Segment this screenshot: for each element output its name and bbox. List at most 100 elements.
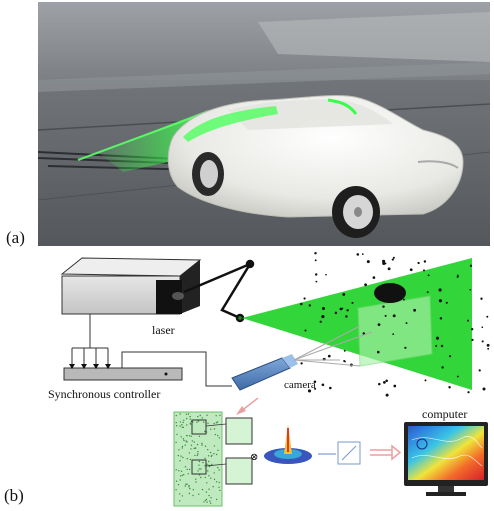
seed-particle bbox=[471, 328, 474, 331]
piv-particle bbox=[197, 415, 199, 418]
seed-particle bbox=[409, 268, 413, 272]
piv-particle bbox=[175, 414, 177, 417]
seed-particle bbox=[478, 369, 481, 372]
piv-particle bbox=[218, 481, 220, 484]
seed-particle bbox=[469, 264, 473, 267]
piv-particle bbox=[189, 458, 191, 461]
seed-particle bbox=[321, 315, 325, 319]
piv-particle bbox=[195, 481, 197, 483]
piv-particle bbox=[218, 469, 220, 471]
piv-particle bbox=[192, 489, 195, 491]
seed-particle bbox=[438, 299, 442, 303]
piv-particle bbox=[188, 492, 191, 495]
seed-particle bbox=[481, 326, 484, 329]
seed-particle bbox=[308, 304, 311, 307]
seed-particle bbox=[385, 393, 389, 397]
piv-particle bbox=[181, 447, 183, 449]
seed-particle bbox=[471, 338, 474, 342]
piv-particle bbox=[219, 414, 221, 416]
piv-particle bbox=[175, 441, 177, 444]
piv-particle bbox=[217, 434, 219, 437]
seed-particle bbox=[329, 386, 332, 390]
seed-particle bbox=[391, 258, 394, 261]
piv-particle bbox=[204, 465, 206, 467]
piv-particle bbox=[181, 424, 183, 426]
seed-particle bbox=[322, 307, 325, 310]
piv-image-pair bbox=[173, 411, 253, 507]
piv-particle bbox=[207, 455, 210, 457]
piv-particle bbox=[198, 468, 200, 470]
laser-device bbox=[60, 257, 202, 315]
seed-particle bbox=[366, 260, 370, 264]
piv-particle bbox=[213, 478, 216, 480]
piv-particle bbox=[213, 453, 215, 455]
piv-particle bbox=[219, 489, 221, 492]
piv-particle bbox=[206, 414, 208, 416]
piv-particle bbox=[175, 489, 177, 491]
piv-particle bbox=[190, 435, 192, 437]
seed-particle bbox=[392, 283, 395, 286]
laser-label: laser bbox=[152, 323, 175, 337]
piv-particle bbox=[206, 482, 208, 484]
piv-particle bbox=[203, 421, 205, 423]
piv-particle bbox=[177, 454, 179, 457]
piv-particle bbox=[216, 421, 219, 423]
piv-particle bbox=[198, 474, 201, 476]
seed-particle bbox=[399, 296, 402, 299]
cross-correlation-symbol: ⊗ bbox=[250, 452, 258, 463]
piv-particle bbox=[203, 501, 205, 503]
piv-particle bbox=[206, 501, 208, 503]
seed-particle bbox=[423, 269, 425, 272]
seed-particle bbox=[385, 379, 388, 383]
seed-particle bbox=[482, 387, 486, 391]
seed-particle bbox=[448, 385, 451, 389]
seed-particle bbox=[469, 288, 472, 291]
seed-particle bbox=[315, 280, 318, 283]
piv-particle bbox=[206, 463, 208, 465]
seed-particle bbox=[382, 305, 385, 308]
seed-particle bbox=[402, 298, 405, 301]
piv-particle bbox=[208, 460, 210, 463]
piv-particle bbox=[205, 491, 208, 493]
seed-particle bbox=[351, 301, 354, 304]
piv-particle bbox=[188, 468, 191, 471]
piv-particle bbox=[194, 447, 197, 449]
piv-particle bbox=[204, 476, 206, 479]
piv-particle bbox=[198, 460, 201, 463]
seed-particle bbox=[339, 307, 343, 311]
seed-particle bbox=[314, 251, 317, 255]
seed-particle bbox=[345, 315, 348, 318]
seed-particle bbox=[449, 355, 452, 358]
seed-particle bbox=[303, 297, 306, 300]
interrogation-window bbox=[357, 295, 433, 367]
piv-particle bbox=[190, 444, 193, 446]
piv-particle bbox=[201, 488, 204, 491]
synchronous-controller bbox=[63, 314, 232, 387]
piv-particle bbox=[192, 494, 194, 497]
piv-particle bbox=[218, 437, 220, 439]
computer-label: computer bbox=[422, 407, 467, 421]
piv-particle bbox=[184, 444, 186, 446]
piv-particle bbox=[196, 443, 199, 446]
piv-particle bbox=[215, 498, 218, 501]
piv-particle bbox=[197, 451, 199, 453]
piv-particle bbox=[180, 436, 182, 438]
seed-particle bbox=[314, 259, 317, 262]
piv-particle bbox=[200, 468, 202, 470]
piv-particle bbox=[212, 486, 214, 488]
seed-particle bbox=[417, 261, 420, 265]
piv-particle bbox=[189, 422, 192, 424]
seed-particle bbox=[445, 301, 448, 304]
seed-particle bbox=[435, 336, 440, 340]
piv-particle bbox=[175, 421, 177, 424]
piv-particle bbox=[189, 418, 191, 420]
piv-particle bbox=[215, 422, 218, 424]
piv-particle bbox=[186, 417, 188, 420]
seed-particle bbox=[481, 340, 484, 343]
piv-particle bbox=[197, 420, 200, 422]
piv-particle bbox=[179, 425, 181, 427]
car-model bbox=[167, 94, 464, 238]
controller-label: Synchronous controller bbox=[48, 387, 160, 401]
piv-particle bbox=[188, 435, 191, 437]
piv-particle bbox=[175, 480, 178, 482]
